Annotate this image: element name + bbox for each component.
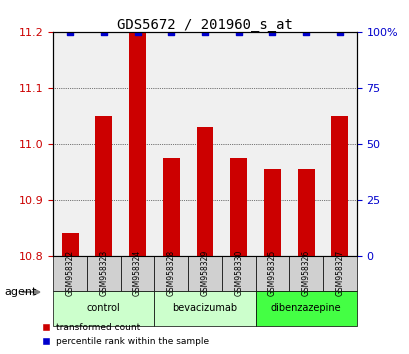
Point [168, 29, 174, 35]
Bar [330, 116, 347, 256]
Bar [196, 127, 213, 256]
FancyBboxPatch shape [289, 256, 322, 291]
FancyBboxPatch shape [154, 291, 255, 326]
Point [336, 29, 342, 35]
FancyBboxPatch shape [154, 256, 188, 291]
FancyBboxPatch shape [221, 256, 255, 291]
Bar [162, 158, 179, 256]
FancyBboxPatch shape [53, 291, 154, 326]
Text: GSM958327: GSM958327 [335, 250, 344, 296]
FancyBboxPatch shape [53, 256, 87, 291]
Bar [95, 116, 112, 256]
Point [201, 29, 208, 35]
FancyBboxPatch shape [120, 256, 154, 291]
Text: GSM958323: GSM958323 [99, 250, 108, 296]
Point [100, 29, 107, 35]
Text: GSM958326: GSM958326 [301, 250, 310, 296]
FancyBboxPatch shape [87, 256, 120, 291]
Text: GDS5672 / 201960_s_at: GDS5672 / 201960_s_at [117, 18, 292, 32]
Text: agent: agent [4, 287, 36, 297]
FancyBboxPatch shape [255, 291, 356, 326]
Text: GSM958324: GSM958324 [133, 250, 142, 296]
FancyBboxPatch shape [322, 256, 356, 291]
FancyBboxPatch shape [188, 256, 221, 291]
Text: GSM958322: GSM958322 [65, 250, 74, 296]
Text: dibenzazepine: dibenzazepine [270, 303, 341, 313]
Point [134, 29, 141, 35]
Text: GSM958329: GSM958329 [200, 250, 209, 296]
Point [268, 29, 275, 35]
Text: bevacizumab: bevacizumab [172, 303, 237, 313]
Point [235, 29, 241, 35]
FancyBboxPatch shape [255, 256, 289, 291]
Legend: transformed count, percentile rank within the sample: transformed count, percentile rank withi… [37, 320, 213, 349]
Bar [62, 233, 79, 256]
Text: GSM958325: GSM958325 [267, 250, 276, 296]
Point [67, 29, 73, 35]
Text: control: control [87, 303, 120, 313]
Bar [230, 158, 247, 256]
Bar [129, 32, 146, 256]
Text: GSM958328: GSM958328 [166, 250, 175, 296]
Text: GSM958330: GSM958330 [234, 250, 243, 296]
Bar [263, 169, 280, 256]
Bar [297, 169, 314, 256]
Point [302, 29, 309, 35]
